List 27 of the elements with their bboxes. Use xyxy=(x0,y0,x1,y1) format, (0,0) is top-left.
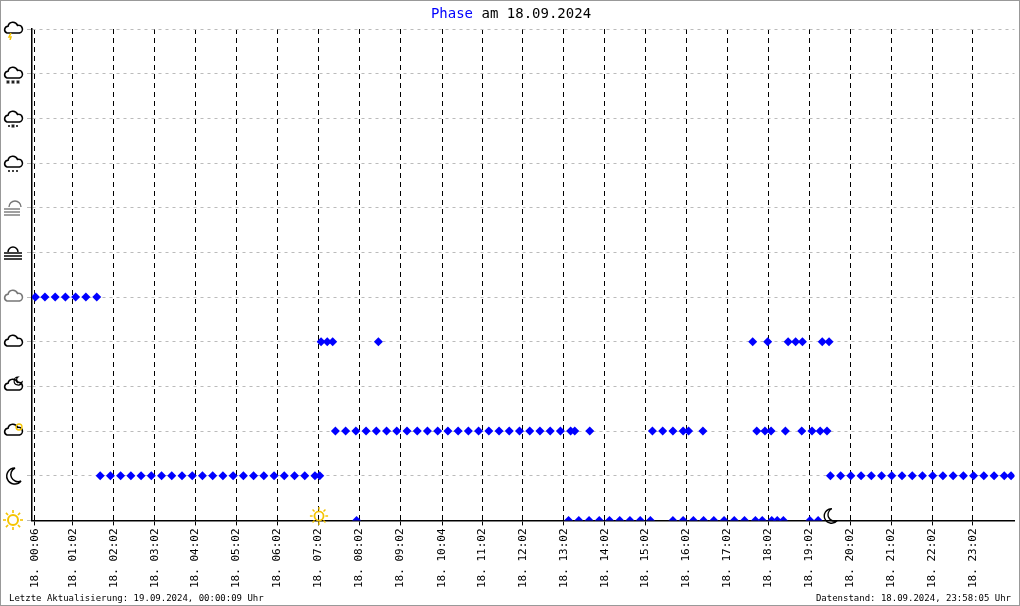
x-tick-label: 18. 23:02 xyxy=(965,528,979,589)
x-tick-label: 18. 20:02 xyxy=(843,528,857,589)
x-tick-label: 18. 19:02 xyxy=(802,528,816,589)
x-tick-label: 18. 07:02 xyxy=(311,528,325,589)
x-tick-label: 18. 18:02 xyxy=(761,528,775,589)
x-tick-label: 18. 12:02 xyxy=(515,528,529,589)
x-tick-label: 18. 08:02 xyxy=(352,528,366,589)
x-tick-label: 18. 21:02 xyxy=(883,528,897,589)
x-tick-label: 18. 06:02 xyxy=(270,528,284,589)
x-tick-label: 18. 11:02 xyxy=(474,528,488,589)
text: Datenstand: 18.09.2024, 23:58:05 Uhr xyxy=(815,593,1011,603)
x-tick-label: 18. 16:02 xyxy=(679,528,693,589)
chart-title: Phase am 18.09.2024 xyxy=(429,5,593,21)
x-tick-label: 18. 13:02 xyxy=(556,528,570,589)
x-tick-label: 18. 09:02 xyxy=(393,528,407,589)
x-tick-label: 18. 02:02 xyxy=(106,528,120,589)
x-tick-label: 18. 15:02 xyxy=(638,528,652,589)
x-tick-label: 18. 10:04 xyxy=(435,528,449,589)
x-tick-label: 18. 00:06 xyxy=(27,528,41,589)
text: Letzte Aktualisierung: 19.09.2024, 00:00:09 Uhr xyxy=(9,593,264,603)
x-tick-label: 18. 03:02 xyxy=(147,528,161,589)
x-tick-label: 18. 22:02 xyxy=(924,528,938,589)
x-tick-label: 18. 01:02 xyxy=(65,528,79,589)
x-tick-label: 18. 05:02 xyxy=(229,528,243,589)
x-tick-label: 18. 04:02 xyxy=(188,528,202,589)
x-tick-label: 18. 17:02 xyxy=(720,528,734,589)
x-tick-label: 18. 14:02 xyxy=(597,528,611,589)
